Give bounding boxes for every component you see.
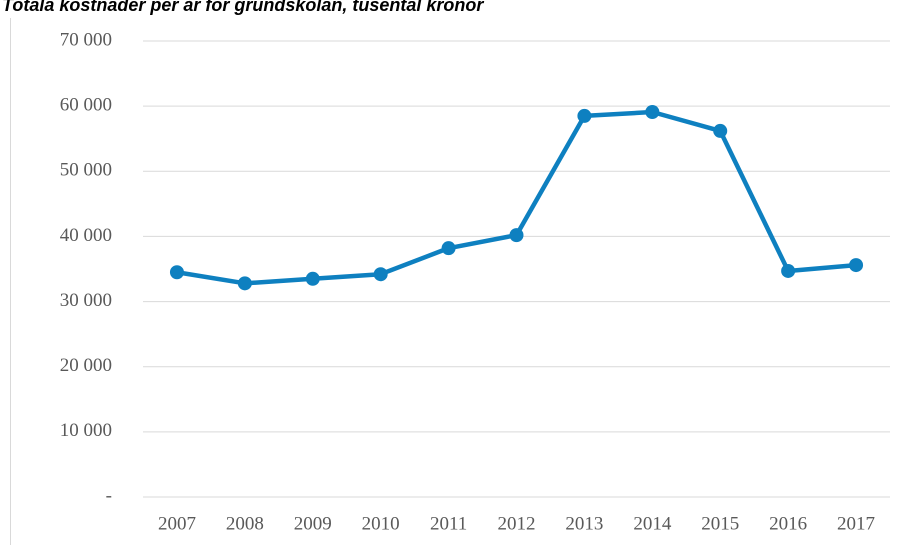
data-point <box>237 276 252 291</box>
chart-title: Totala kostnader per år för grundskolan,… <box>2 0 484 15</box>
data-point <box>305 271 320 286</box>
y-tick-label: - <box>106 485 112 506</box>
data-point <box>645 105 660 120</box>
data-point <box>577 108 592 123</box>
data-point <box>169 265 184 280</box>
data-point <box>849 258 864 273</box>
y-tick-label: 70 000 <box>60 29 112 50</box>
x-tick-label: 2007 <box>158 513 196 534</box>
x-tick-label: 2016 <box>769 513 807 534</box>
data-line <box>176 109 857 286</box>
data-point <box>373 267 388 282</box>
x-tick-label: 2009 <box>294 513 332 534</box>
x-tick-label: 2011 <box>430 513 467 534</box>
x-tick-label: 2017 <box>837 513 875 534</box>
y-tick-label: 30 000 <box>60 290 112 311</box>
data-point <box>441 241 456 256</box>
x-tick-label: 2015 <box>701 513 739 534</box>
y-tick-label: 60 000 <box>60 95 112 116</box>
data-point <box>713 123 728 138</box>
x-tick-label: 2013 <box>565 513 603 534</box>
x-tick-label: 2010 <box>362 513 400 534</box>
x-tick-label: 2014 <box>633 513 672 534</box>
x-tick-label: 2008 <box>226 513 264 534</box>
x-tick-label: 2012 <box>498 513 536 534</box>
y-tick-label: 20 000 <box>60 355 112 376</box>
y-tick-label: 40 000 <box>60 225 112 246</box>
y-tick-label: 50 000 <box>60 160 112 181</box>
data-point <box>781 263 796 278</box>
data-point <box>509 228 524 243</box>
y-tick-label: 10 000 <box>60 420 112 441</box>
